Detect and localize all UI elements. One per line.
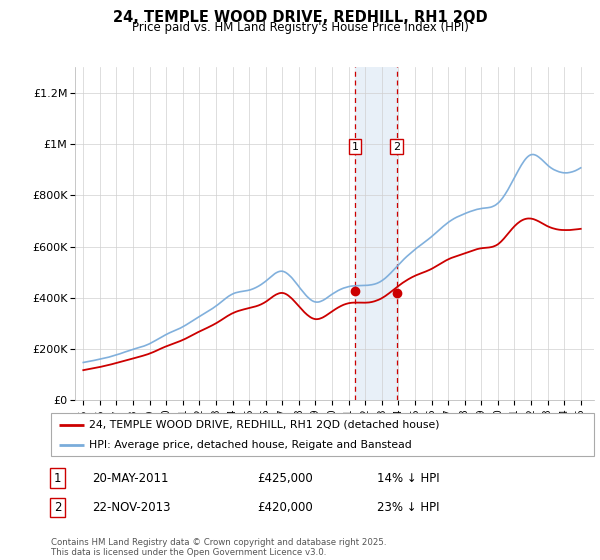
Text: Contains HM Land Registry data © Crown copyright and database right 2025.
This d: Contains HM Land Registry data © Crown c…: [51, 538, 386, 557]
Text: 20-MAY-2011: 20-MAY-2011: [92, 472, 168, 484]
Text: HPI: Average price, detached house, Reigate and Banstead: HPI: Average price, detached house, Reig…: [89, 440, 412, 450]
Text: Price paid vs. HM Land Registry's House Price Index (HPI): Price paid vs. HM Land Registry's House …: [131, 21, 469, 34]
Text: 2: 2: [54, 501, 61, 514]
Text: 23% ↓ HPI: 23% ↓ HPI: [377, 501, 439, 514]
Text: 14% ↓ HPI: 14% ↓ HPI: [377, 472, 439, 484]
Text: 2: 2: [393, 142, 400, 152]
Text: £420,000: £420,000: [257, 501, 313, 514]
FancyBboxPatch shape: [51, 413, 594, 456]
Text: £425,000: £425,000: [257, 472, 313, 484]
Text: 1: 1: [54, 472, 61, 484]
Text: 24, TEMPLE WOOD DRIVE, REDHILL, RH1 2QD: 24, TEMPLE WOOD DRIVE, REDHILL, RH1 2QD: [113, 10, 487, 25]
Bar: [355, 67, 397, 400]
Text: 22-NOV-2013: 22-NOV-2013: [92, 501, 170, 514]
Text: 1: 1: [352, 142, 358, 152]
Text: 24, TEMPLE WOOD DRIVE, REDHILL, RH1 2QD (detached house): 24, TEMPLE WOOD DRIVE, REDHILL, RH1 2QD …: [89, 419, 440, 430]
